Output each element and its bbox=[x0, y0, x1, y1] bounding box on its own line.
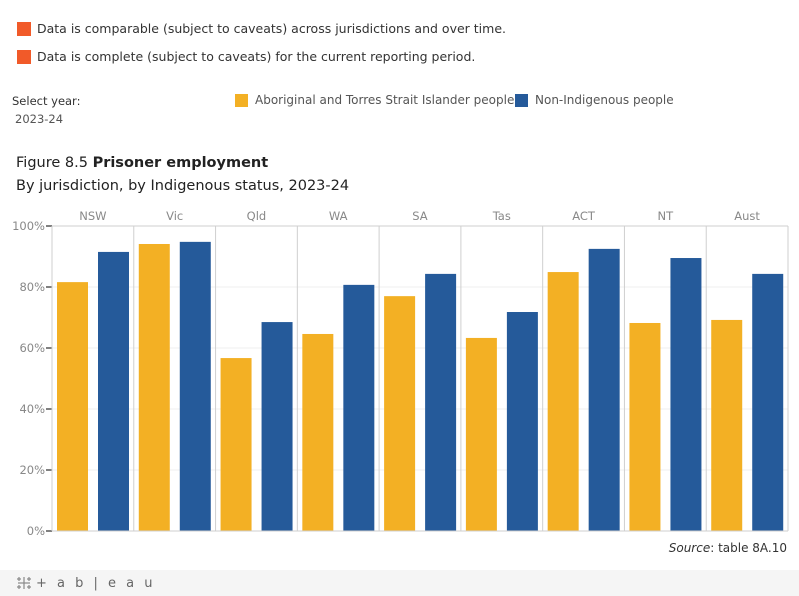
legend-label: Non-Indigenous people bbox=[535, 93, 674, 107]
legend-item-non-indigenous[interactable]: Non-Indigenous people bbox=[515, 93, 674, 107]
category-label: Vic bbox=[166, 209, 183, 223]
legend-label: Aboriginal and Torres Strait Islander pe… bbox=[255, 93, 515, 107]
legend-swatch-non-indigenous bbox=[515, 93, 528, 107]
category-label: Tas bbox=[492, 209, 511, 223]
bar-act-indigenous bbox=[547, 272, 579, 531]
bar-nt-non-indigenous bbox=[670, 258, 702, 531]
source-note: Source: table 8A.10 bbox=[669, 541, 787, 555]
bar-chart: 0% 20% 40% 60% 80% 100% NSW Vic Qld WA SA Tas ACT NT A… bbox=[12, 209, 789, 538]
category-label: WA bbox=[329, 209, 348, 223]
caveat-comparable: Data is comparable (subject to caveats) … bbox=[17, 21, 506, 36]
category-label: SA bbox=[412, 209, 428, 223]
source-text: : table 8A.10 bbox=[710, 541, 787, 555]
bar-aust-non-indigenous bbox=[752, 273, 784, 531]
y-tick-label: 0% bbox=[27, 524, 45, 538]
figure-title-text: Prisoner employment bbox=[92, 155, 269, 171]
source-label: Source bbox=[668, 541, 711, 555]
tableau-wordmark: + a b | e a u bbox=[36, 575, 156, 591]
bar-nsw-indigenous bbox=[57, 282, 88, 531]
caveat-square-icon bbox=[17, 21, 31, 36]
y-tick-label: 20% bbox=[19, 463, 45, 477]
year-filter-label: Select year: bbox=[12, 94, 81, 108]
tableau-logo-link[interactable]: + a b | e a u bbox=[16, 575, 156, 591]
bar-tas-indigenous bbox=[465, 337, 497, 531]
category-label: NT bbox=[658, 209, 675, 223]
y-tick-label: 40% bbox=[19, 402, 45, 416]
category-label: Qld bbox=[247, 209, 267, 223]
caveat-complete: Data is complete (subject to caveats) fo… bbox=[17, 49, 475, 64]
caveat-text: Data is complete (subject to caveats) fo… bbox=[37, 49, 476, 64]
bar-sa-non-indigenous bbox=[425, 273, 457, 531]
bar-qld-non-indigenous bbox=[261, 322, 293, 531]
bar-act-non-indigenous bbox=[588, 248, 620, 531]
bar-nt-indigenous bbox=[629, 322, 661, 531]
bar-tas-non-indigenous bbox=[506, 312, 538, 531]
legend-item-indigenous[interactable]: Aboriginal and Torres Strait Islander pe… bbox=[235, 93, 514, 107]
bar-wa-indigenous bbox=[302, 333, 334, 531]
y-tick-label: 100% bbox=[12, 219, 45, 233]
year-filter-select[interactable]: 2023-24 bbox=[15, 112, 64, 126]
bar-sa-indigenous bbox=[384, 296, 416, 531]
bar-vic-indigenous bbox=[138, 243, 170, 531]
category-label: Aust bbox=[734, 209, 760, 223]
category-label: NSW bbox=[79, 209, 106, 223]
y-tick-label: 60% bbox=[19, 341, 45, 355]
category-label: ACT bbox=[572, 209, 596, 223]
bar-vic-non-indigenous bbox=[179, 241, 211, 532]
bar-nsw-non-indigenous bbox=[98, 251, 129, 532]
caveat-square-icon bbox=[17, 49, 31, 64]
tableau-icon bbox=[17, 577, 31, 589]
caveat-text: Data is comparable (subject to caveats) … bbox=[37, 21, 506, 36]
bar-wa-non-indigenous bbox=[343, 284, 375, 531]
bar-aust-indigenous bbox=[711, 319, 743, 531]
y-tick-label: 80% bbox=[19, 280, 45, 294]
figure-subtitle: By jurisdiction, by Indigenous status, 2… bbox=[16, 178, 350, 194]
figure-title: Figure 8.5 Prisoner employment bbox=[16, 155, 268, 171]
figure-number: Figure 8.5 bbox=[16, 155, 88, 171]
tableau-footer: + a b | e a u bbox=[0, 570, 799, 596]
bar-qld-indigenous bbox=[220, 358, 252, 531]
legend-swatch-indigenous bbox=[235, 93, 248, 107]
